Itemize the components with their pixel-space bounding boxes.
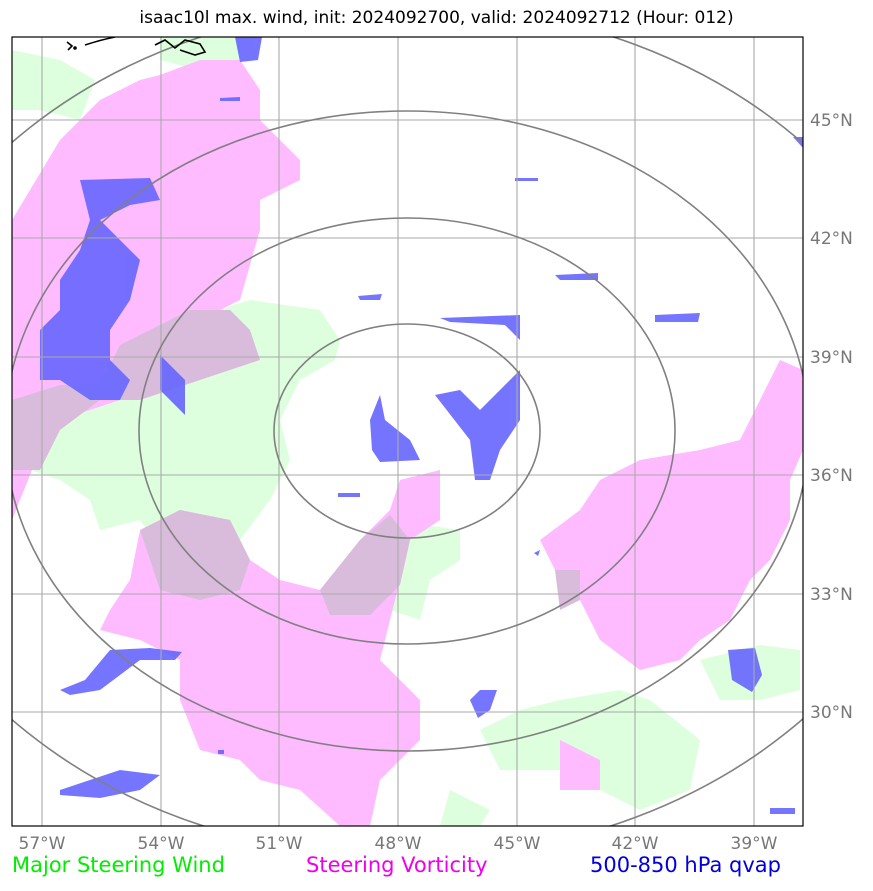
lat-tick-label: 39°N (810, 348, 853, 368)
lon-tick-label: 57°W (19, 834, 66, 854)
lon-tick-label: 45°W (494, 834, 541, 854)
lon-tick-label: 42°W (612, 834, 659, 854)
lat-tick-label: 45°N (810, 111, 853, 131)
lat-tick-label: 30°N (810, 703, 853, 723)
lat-lon-grid (12, 37, 803, 826)
lat-tick-labels: 45°N 42°N 39°N 36°N 33°N 30°N (810, 111, 853, 723)
lat-tick-label: 36°N (810, 466, 853, 486)
lat-tick-label: 33°N (810, 585, 853, 605)
qvap-field (40, 37, 803, 814)
lon-tick-label: 51°W (256, 834, 303, 854)
range-ring-1 (273, 323, 541, 539)
plot-frame (11, 36, 804, 827)
lon-tick-labels: 57°W 54°W 51°W 48°W 45°W 42°W 39°W (19, 834, 778, 854)
range-rings (12, 37, 803, 826)
lon-tick-label: 54°W (138, 834, 185, 854)
lat-tick-label: 42°N (810, 229, 853, 249)
lon-tick-label: 48°W (375, 834, 422, 854)
legend-steering-wind: Major Steering Wind (12, 853, 225, 877)
legend-qvap: 500-850 hPa qvap (590, 853, 781, 877)
map-title: isaac10l max. wind, init: 2024092700, va… (139, 8, 734, 28)
steering-wind-field (12, 37, 800, 826)
range-ring-2 (138, 217, 676, 645)
range-ring-3 (12, 110, 803, 752)
legend-steering-vorticity: Steering Vorticity (306, 853, 488, 877)
lon-tick-label: 39°W (731, 834, 778, 854)
overlap-field (12, 310, 580, 615)
